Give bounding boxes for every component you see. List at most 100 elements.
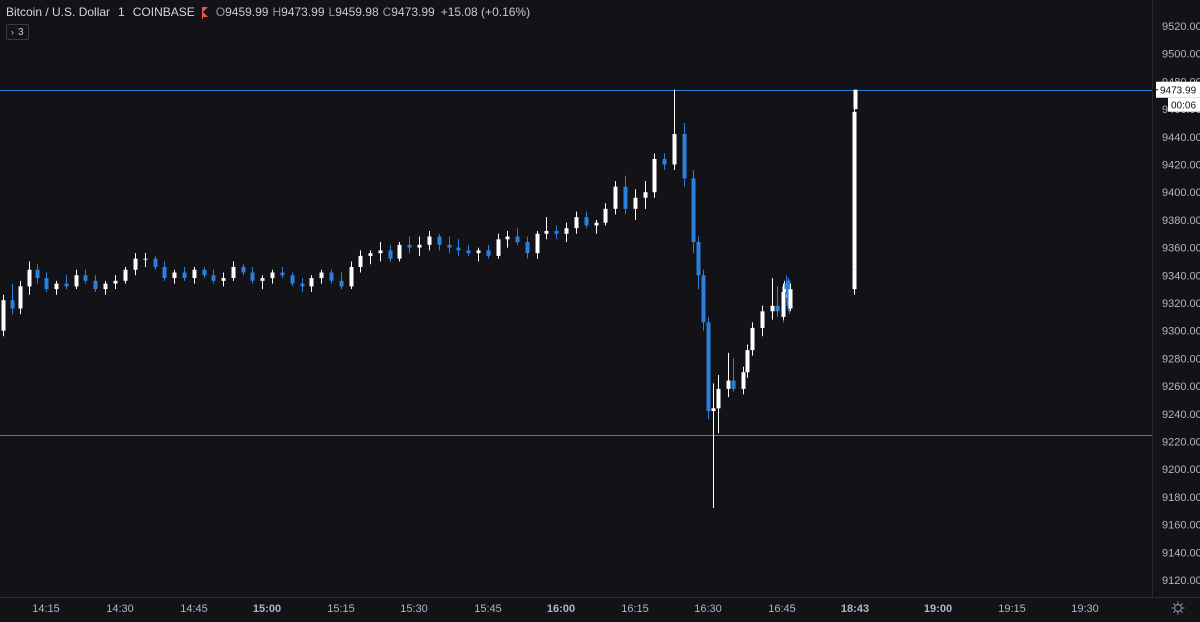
candle-body	[417, 244, 422, 248]
candle-body	[280, 272, 285, 276]
candle-body	[349, 266, 354, 287]
candle-body	[339, 280, 344, 287]
change-value: +15.08 (+0.16%)	[440, 5, 531, 19]
time-tick-label: 15:00	[253, 603, 281, 615]
candle-body	[745, 350, 750, 373]
candle-body	[54, 283, 59, 290]
interval-label[interactable]: 1	[118, 5, 125, 19]
candle-body	[35, 269, 40, 279]
candle-body	[456, 247, 461, 251]
price-tick-label: 9360.00	[1162, 243, 1200, 255]
candle-body	[770, 305, 775, 312]
indicators-toggle-button[interactable]: › 3	[6, 24, 29, 40]
time-tick-label: 19:00	[924, 603, 952, 615]
time-tick-label: 14:15	[32, 603, 60, 615]
candle-body	[10, 300, 15, 309]
high-key: H	[272, 5, 282, 19]
candle-body	[250, 272, 255, 281]
candle-body	[623, 186, 628, 209]
candle-body	[44, 278, 49, 290]
candle-body	[662, 158, 667, 165]
price-tick-label: 9500.00	[1162, 49, 1200, 61]
candle-body	[103, 283, 108, 290]
price-tick-label: 9380.00	[1162, 215, 1200, 227]
candle-body	[486, 250, 491, 256]
candle-body	[476, 250, 481, 254]
candle-body	[358, 255, 363, 267]
gear-ring	[1173, 603, 1183, 613]
gear-tooth	[1172, 610, 1176, 614]
symbol-name[interactable]: Bitcoin / U.S. Dollar	[6, 5, 111, 19]
candle-body	[329, 272, 334, 281]
candle-body	[162, 266, 167, 279]
candle-body	[182, 272, 187, 279]
chevron-right-icon: ›	[11, 27, 14, 37]
candle-body	[706, 322, 711, 412]
candle-body	[113, 280, 118, 284]
candle-body	[192, 269, 197, 279]
high-value: 9473.99	[281, 5, 325, 19]
candle-body	[27, 269, 32, 287]
candle-body	[1, 300, 6, 331]
time-tick-label: 14:30	[106, 603, 134, 615]
candle-body	[741, 372, 746, 389]
candle-body	[378, 250, 383, 254]
candle-body	[711, 408, 716, 412]
price-tick-label: 9420.00	[1162, 160, 1200, 172]
time-tick-label: 15:30	[400, 603, 428, 615]
candle-body	[594, 222, 599, 226]
candle-body	[564, 228, 569, 234]
candle-body	[202, 269, 207, 276]
candle-body	[466, 250, 471, 254]
candle-body	[397, 244, 402, 259]
candle-body	[319, 272, 324, 279]
time-tick-label: 14:45	[180, 603, 208, 615]
current-price-label: 9473.99	[1160, 86, 1197, 97]
gear-tooth	[1180, 602, 1184, 606]
candle-body	[716, 388, 721, 409]
price-tick-label: 9240.00	[1162, 409, 1200, 421]
candle-body	[696, 242, 701, 276]
close-value: 9473.99	[391, 5, 435, 19]
candle-body	[852, 111, 857, 270]
candle-body	[83, 275, 88, 281]
candle-body	[701, 275, 706, 323]
price-tick-label: 9180.00	[1162, 492, 1200, 504]
candle-body	[64, 283, 69, 287]
candle-body	[447, 244, 452, 248]
gear-icon[interactable]	[1171, 601, 1185, 615]
time-tick-label: 16:00	[547, 603, 575, 615]
candle-body	[782, 286, 787, 292]
countdown-label: 00:06	[1171, 101, 1196, 112]
candle-body	[682, 134, 687, 179]
candle-body	[535, 233, 540, 254]
candle-body	[407, 244, 412, 248]
candle-body	[731, 380, 736, 389]
price-tick-label: 9120.00	[1162, 575, 1200, 587]
candle-body	[496, 239, 501, 256]
candle-body	[143, 258, 148, 260]
open-value: 9459.99	[225, 5, 269, 19]
price-tick-label: 9280.00	[1162, 353, 1200, 365]
gear-tooth	[1180, 610, 1184, 614]
candle-body	[788, 289, 793, 309]
candle-body	[74, 275, 79, 287]
flag-icon[interactable]	[201, 7, 208, 19]
price-tick-label: 9520.00	[1162, 21, 1200, 33]
candle-body	[633, 197, 638, 209]
candle-body	[613, 186, 618, 209]
candle-body	[554, 230, 559, 234]
candle-body	[750, 327, 755, 351]
time-tick-label: 19:15	[998, 603, 1026, 615]
time-tick-label: 15:45	[474, 603, 502, 615]
time-tick-label: 16:45	[768, 603, 796, 615]
candle-body	[852, 269, 857, 290]
low-key: L	[328, 5, 336, 19]
price-tick-label: 9160.00	[1162, 520, 1200, 532]
time-tick-label: 16:15	[621, 603, 649, 615]
candle-body	[505, 236, 510, 240]
time-tick-label: 18:43	[841, 603, 869, 615]
candle-body	[525, 242, 530, 254]
